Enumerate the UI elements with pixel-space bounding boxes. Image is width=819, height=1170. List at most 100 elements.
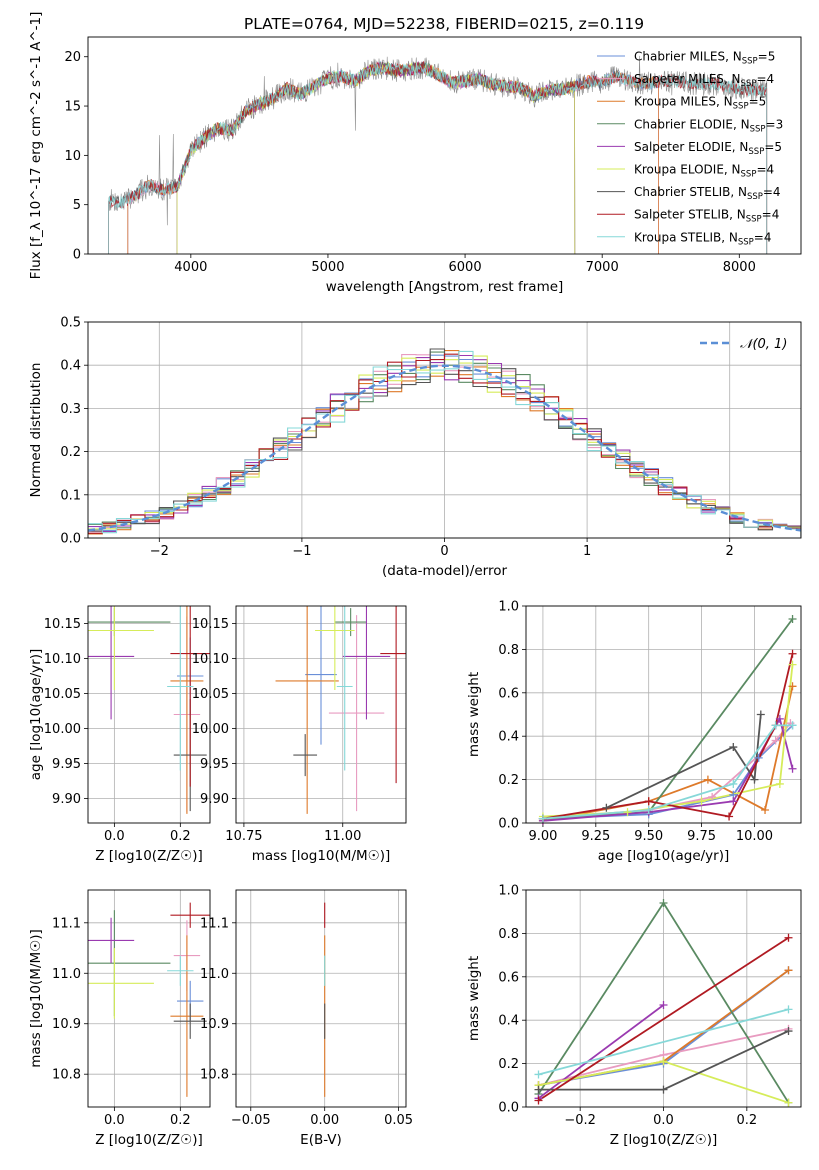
plot-area bbox=[88, 606, 210, 814]
y-tick-label: 10.05 bbox=[192, 687, 229, 702]
y-tick-label: 9.90 bbox=[52, 792, 81, 807]
x-axis-label: Z [log10(Z/Z☉)] bbox=[610, 1132, 718, 1148]
y-tick-label: 0.2 bbox=[498, 773, 519, 788]
weight-marker-kroupa-elodie bbox=[623, 808, 632, 817]
plot-area bbox=[88, 348, 801, 538]
y-tick-label: 0.1 bbox=[60, 488, 81, 503]
x-tick-label: −0.05 bbox=[231, 1113, 271, 1128]
y-tick-label: 10.05 bbox=[44, 687, 81, 702]
y-tick-label: 9.95 bbox=[52, 757, 81, 772]
y-tick-label: 0.2 bbox=[60, 445, 81, 460]
model-spectrum-kroupa-miles bbox=[127, 62, 659, 254]
weight-marker-chabrier-stelib bbox=[534, 1085, 543, 1094]
x-axis-label: age [log10(age/yr)] bbox=[598, 848, 730, 864]
y-tick-label: 10.15 bbox=[192, 617, 229, 632]
legend-label-subscript: SSP bbox=[733, 102, 749, 112]
weight-marker-kroupa-miles bbox=[784, 966, 793, 975]
y-axis-label: Flux [f_λ 10^-17 erg cm^-2 s^-1 A^-1] bbox=[28, 12, 44, 280]
axes-frame bbox=[87, 321, 802, 539]
y-axis-label: age [log10(age/yr)] bbox=[28, 649, 44, 781]
y-tick-label: 0.0 bbox=[498, 1101, 519, 1116]
legend-label-kroupa-miles: Kroupa MILES, NSSP=5 bbox=[634, 95, 766, 112]
weight-vs-age-panel: 9.00 9.25 9.50 9.75 10.00 0.0 0.2 0.4 0.6 0.8 1.0 a… bbox=[466, 600, 802, 864]
y-axis-label: mass weight bbox=[466, 672, 482, 757]
legend-label-count: =5 bbox=[749, 95, 767, 109]
weight-line-kroupa-stelib bbox=[538, 1008, 789, 1076]
weight-marker-salpeter-stelib bbox=[644, 797, 653, 806]
residual-histogram-panel: −2 −1 0 1 2 0.0 0.1 0.2 0.3 0.4 0.5 (data-model)/er… bbox=[28, 316, 802, 579]
y-tick-label: 0.5 bbox=[60, 316, 81, 331]
weight-marker-kroupa-stelib bbox=[788, 721, 797, 730]
weight-marker-kroupa-elodie bbox=[697, 797, 706, 806]
x-axis-label: wavelength [Angstrom, rest frame] bbox=[326, 279, 564, 295]
weight-vs-metallicity-panel: −0.2 0.0 0.2 0.0 0.2 0.4 0.6 0.8 1.0 Z [log10(Z/Z… bbox=[466, 884, 802, 1148]
weight-marker-salpeter-elodie bbox=[659, 1001, 668, 1010]
plot-area bbox=[275, 606, 406, 814]
weight-marker-salpeter-stelib bbox=[788, 649, 797, 658]
y-tick-label: 10.9 bbox=[200, 1017, 229, 1032]
weight-marker-kroupa-stelib bbox=[784, 1005, 793, 1014]
x-tick-label: 9.00 bbox=[528, 829, 557, 844]
x-tick-label: −0.2 bbox=[564, 1113, 596, 1128]
x-tick-label: −2 bbox=[150, 544, 169, 559]
age-vs-metallicity-panel: 0.0 0.2 9.90 9.95 10.00 10.05 10.10 10.15 Z [log… bbox=[28, 605, 211, 864]
axes-frame bbox=[87, 889, 211, 1108]
y-tick-label: 0 bbox=[73, 248, 81, 263]
legend-label-chabrier-stelib: Chabrier STELIB, NSSP=4 bbox=[634, 185, 781, 202]
legend-label-chabrier-elodie: Chabrier ELODIE, NSSP=3 bbox=[634, 117, 783, 134]
legend-label-count: =3 bbox=[766, 117, 784, 131]
weight-marker-salpeter-stelib bbox=[784, 933, 793, 942]
plot-area bbox=[88, 902, 210, 1097]
legend-label-text: Salpeter STELIB, N bbox=[634, 208, 746, 222]
x-tick-label: 0 bbox=[440, 544, 448, 559]
legend-label-subscript: SSP bbox=[738, 237, 754, 247]
y-tick-label: 0.8 bbox=[498, 927, 519, 942]
legend-label-chabrier-miles: Chabrier MILES, NSSP=5 bbox=[634, 50, 775, 67]
x-tick-label: 10.00 bbox=[736, 829, 773, 844]
histogram-chabrier-stelib bbox=[88, 348, 801, 538]
weight-marker-kroupa-stelib bbox=[538, 814, 547, 823]
y-tick-label: 10.8 bbox=[52, 1068, 81, 1083]
legend-label-text: Kroupa MILES, N bbox=[634, 95, 733, 109]
weight-marker-chabrier-elodie bbox=[788, 615, 797, 624]
axes-frame bbox=[525, 605, 802, 824]
y-tick-label: 0.2 bbox=[498, 1057, 519, 1072]
y-tick-label: 11.1 bbox=[52, 916, 81, 931]
y-tick-label: 10.00 bbox=[44, 722, 81, 737]
y-axis-label: mass weight bbox=[466, 956, 482, 1041]
legend-label-count: =4 bbox=[763, 185, 781, 199]
x-tick-label: 0.2 bbox=[736, 1113, 757, 1128]
y-tick-label: 10.10 bbox=[192, 652, 229, 667]
weight-marker-salpeter-miles bbox=[771, 736, 780, 745]
legend-label-normal: 𝒩(0, 1) bbox=[740, 337, 787, 352]
x-tick-label: 0.0 bbox=[653, 1113, 674, 1128]
legend-label-count: =5 bbox=[758, 50, 776, 64]
x-tick-label: −1 bbox=[292, 544, 311, 559]
model-spectrum-chabrier-stelib bbox=[108, 60, 768, 254]
legend-label-text: Salpeter MILES, N bbox=[634, 72, 741, 86]
y-tick-label: 10.8 bbox=[200, 1068, 229, 1083]
weight-marker-salpeter-elodie bbox=[729, 797, 738, 806]
x-tick-label: 9.75 bbox=[687, 829, 716, 844]
weight-marker-kroupa-stelib bbox=[534, 1070, 543, 1079]
x-axis-label: (data-model)/error bbox=[382, 563, 508, 579]
figure-title: PLATE=0764, MJD=52238, FIBERID=0215, z=0… bbox=[244, 15, 644, 33]
x-tick-label: 0.2 bbox=[170, 1113, 191, 1128]
axes-frame bbox=[235, 605, 407, 824]
weight-marker-chabrier-stelib bbox=[729, 743, 738, 752]
y-tick-label: 15 bbox=[64, 100, 81, 115]
y-axis-label: Normed distribution bbox=[28, 363, 44, 498]
axes-frame bbox=[525, 889, 802, 1108]
legend-label-text: Salpeter ELODIE, N bbox=[634, 140, 748, 154]
y-tick-label: 0.6 bbox=[498, 970, 519, 985]
legend-label-subscript: SSP bbox=[741, 79, 757, 89]
weight-line-salpeter-stelib bbox=[538, 936, 789, 1102]
weight-marker-kroupa-elodie bbox=[784, 1098, 793, 1107]
y-axis-label: mass [log10(M/M☉)] bbox=[28, 929, 44, 1068]
weight-marker-kroupa-stelib bbox=[729, 779, 738, 788]
x-axis-label: mass [log10(M/M☉)] bbox=[252, 848, 391, 864]
weight-marker-salpeter-stelib bbox=[534, 1096, 543, 1105]
legend-label-text: Chabrier ELODIE, N bbox=[634, 117, 750, 131]
legend-label-text: Kroupa STELIB, N bbox=[634, 230, 738, 244]
